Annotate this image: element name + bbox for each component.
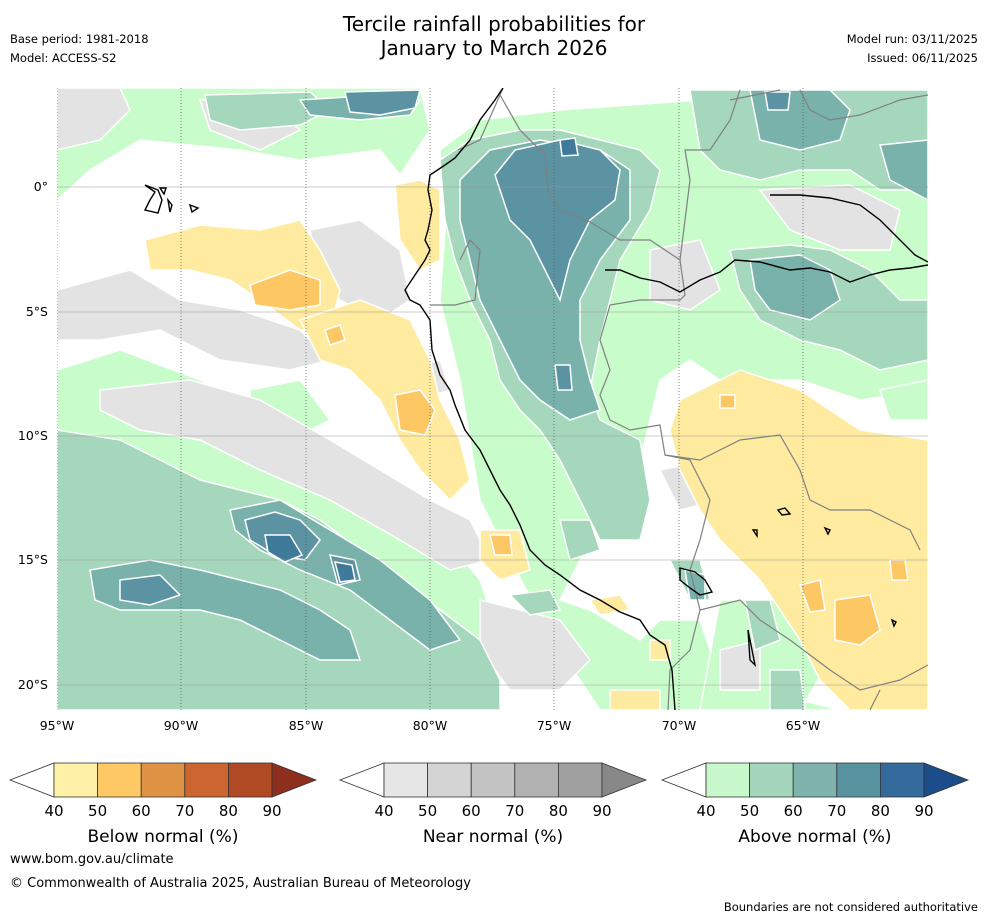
latitude-label: 20°S bbox=[18, 677, 48, 692]
legend-label: Below normal (%) bbox=[88, 827, 239, 847]
legend-max-extension bbox=[923, 762, 970, 798]
longitude-label: 90°W bbox=[164, 718, 199, 733]
copyright: © Commonwealth of Australia 2025, Austra… bbox=[10, 876, 471, 891]
legend-tick: 50 bbox=[418, 802, 437, 820]
legend-tick: 80 bbox=[219, 802, 238, 820]
latitude-label: 10°S bbox=[18, 428, 48, 443]
model-name: Model: ACCESS-S2 bbox=[10, 51, 117, 65]
latitude-label: 15°S bbox=[18, 552, 48, 567]
legend-tick: 40 bbox=[374, 802, 393, 820]
legend-area: 40 50 60 70 80 90 Below normal (%) 40 50 60 70 80 9… bbox=[8, 762, 970, 847]
legend-swatch bbox=[184, 762, 229, 798]
legend-tick: 70 bbox=[175, 802, 194, 820]
coastlines bbox=[143, 88, 928, 710]
issued-date: Issued: 06/11/2025 bbox=[867, 51, 978, 65]
country-borders bbox=[430, 88, 928, 710]
website-link[interactable]: www.bom.gov.au/climate bbox=[10, 852, 174, 867]
above-normal-70-regions bbox=[119, 89, 791, 606]
legend-swatch bbox=[880, 762, 925, 798]
near-normal-40-regions bbox=[57, 88, 901, 691]
longitude-label: 75°W bbox=[537, 718, 572, 733]
legend-swatch bbox=[514, 762, 559, 798]
legend-swatch bbox=[470, 762, 516, 798]
legend-swatch bbox=[427, 762, 472, 798]
legend-tick: 60 bbox=[462, 802, 481, 820]
legend-max-extension bbox=[601, 762, 648, 798]
legend-swatch bbox=[227, 762, 273, 798]
model-run: Model run: 03/11/2025 bbox=[846, 32, 978, 46]
legend-tick: 50 bbox=[740, 802, 759, 820]
page-title: Tercile rainfall probabilities for Janua… bbox=[0, 12, 988, 60]
graticule bbox=[57, 88, 928, 710]
legend-tick: 60 bbox=[784, 802, 803, 820]
legend-swatch bbox=[383, 762, 428, 798]
legend-tick: 70 bbox=[827, 802, 846, 820]
title-line-2: January to March 2026 bbox=[380, 36, 608, 60]
legend-swatch bbox=[53, 762, 98, 798]
longitude-label: 65°W bbox=[786, 718, 821, 733]
longitude-label: 85°W bbox=[289, 718, 324, 733]
legend-tick: 40 bbox=[44, 802, 63, 820]
legend-tick: 60 bbox=[132, 802, 151, 820]
legend-min-extension bbox=[338, 762, 385, 798]
longitude-labels: 95°W 90°W 85°W 80°W 75°W 70°W 65°W bbox=[40, 718, 821, 733]
latitude-label: 0° bbox=[34, 179, 48, 194]
legend-tick: 50 bbox=[88, 802, 107, 820]
legend-swatch bbox=[558, 762, 603, 798]
legend-tick: 70 bbox=[505, 802, 524, 820]
legend-swatch bbox=[97, 762, 142, 798]
probability-field bbox=[57, 88, 928, 710]
legend-tick: 80 bbox=[871, 802, 890, 820]
below-normal-50-regions bbox=[249, 269, 909, 646]
above-normal-80-regions bbox=[264, 137, 579, 583]
legend-swatch bbox=[140, 762, 186, 798]
legend-tick: 90 bbox=[914, 802, 933, 820]
legend-swatch bbox=[836, 762, 881, 798]
legend-min-extension bbox=[8, 762, 55, 798]
legend-swatch bbox=[749, 762, 794, 798]
legend-swatch bbox=[792, 762, 838, 798]
legend-label: Above normal (%) bbox=[738, 827, 891, 847]
latitude-labels: 0° 5°S 10°S 15°S 20°S bbox=[18, 179, 48, 692]
legend-below-normal: 40 50 60 70 80 90 Below normal (%) bbox=[8, 762, 318, 847]
legend-max-extension bbox=[271, 762, 318, 798]
disclaimer: Boundaries are not considered authoritat… bbox=[723, 900, 978, 914]
longitude-label: 80°W bbox=[413, 718, 448, 733]
legend-min-extension bbox=[660, 762, 707, 798]
legend-swatch bbox=[705, 762, 750, 798]
meta-right: Model run: 03/11/2025 Issued: 06/11/2025 bbox=[847, 32, 978, 70]
legend-tick: 40 bbox=[696, 802, 715, 820]
base-period: Base period: 1981-2018 bbox=[10, 32, 149, 46]
legend-tick: 80 bbox=[549, 802, 568, 820]
title-line-1: Tercile rainfall probabilities for bbox=[342, 12, 646, 36]
longitude-label: 95°W bbox=[40, 718, 75, 733]
legend-tick: 90 bbox=[262, 802, 281, 820]
legend-near-normal: 40 50 60 70 80 90 Near normal (%) bbox=[338, 762, 648, 847]
longitude-label: 70°W bbox=[662, 718, 697, 733]
legend-label: Near normal (%) bbox=[423, 827, 563, 847]
legend-above-normal: 40 50 60 70 80 90 Above normal (%) bbox=[660, 762, 970, 847]
meta-left: Base period: 1981-2018 Model: ACCESS-S2 bbox=[10, 32, 149, 70]
legend-tick: 90 bbox=[592, 802, 611, 820]
latitude-label: 5°S bbox=[26, 304, 48, 319]
